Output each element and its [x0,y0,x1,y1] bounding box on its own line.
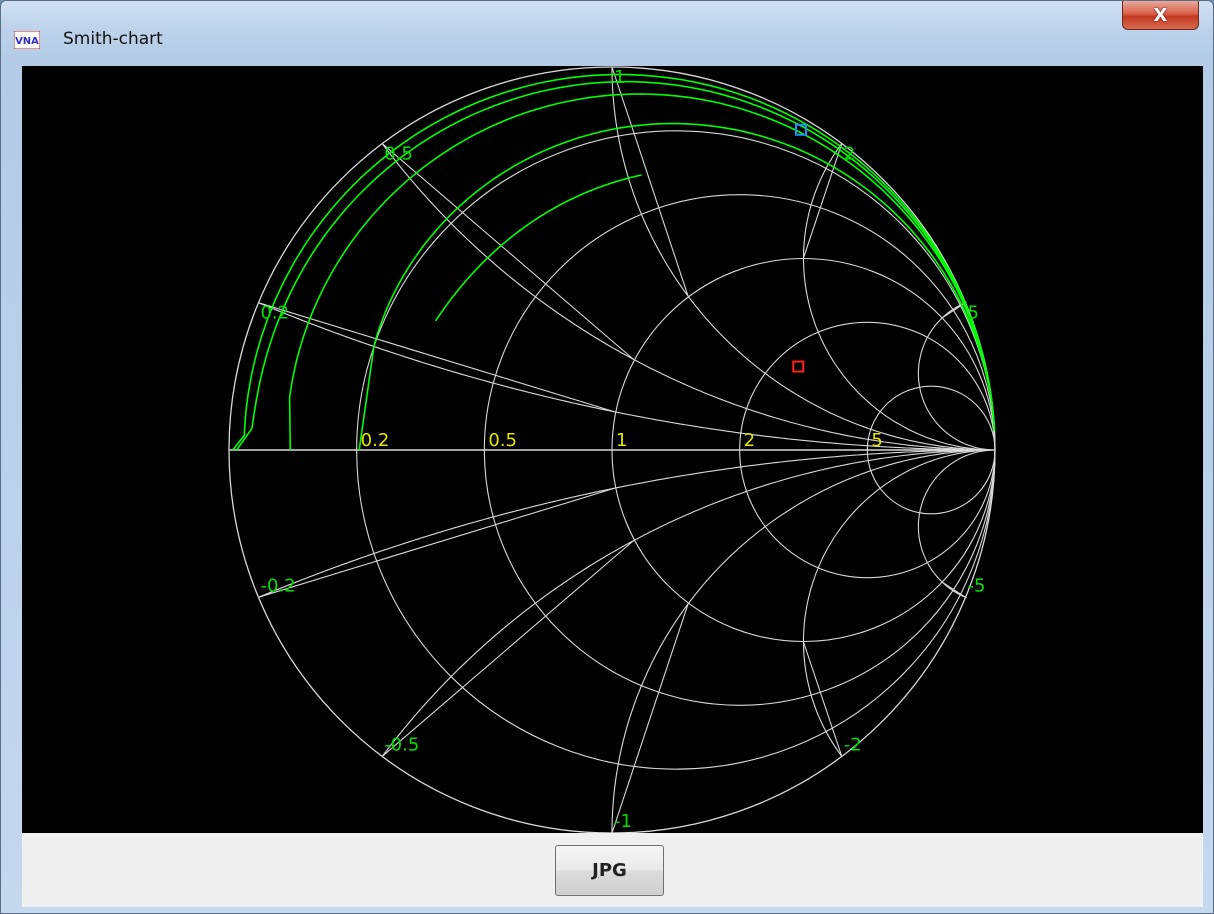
client-area: 0.2 0.5 1 2 5 1 0.5 2 0.2 5 -0.2 -0.5 -1 -2 -5 J PG [22,66,1203,907]
reactance-arc [611,66,994,451]
resistance-label: 1 [616,430,627,451]
reactance-label: 5 [968,303,979,324]
resistance-label: 0.2 [361,430,390,451]
reactance-arc [258,449,994,598]
app-icon-text: VNA [15,36,39,47]
title-bar[interactable]: VNA Smith-chart X [1,1,1213,49]
reactance-label: -1 [614,811,632,832]
measurement-trace [232,73,996,451]
reactance-label: 0.2 [260,303,289,324]
vna-logo-icon: VNA [14,31,40,49]
reactance-arc [802,449,994,757]
reactance-arc [258,302,994,451]
reactance-arc [917,449,994,598]
jpg-button-rest: PG [598,860,627,881]
close-button[interactable]: X [1122,1,1199,30]
marker-red [792,360,805,373]
resistance-label: 2 [744,430,755,451]
reactance-arc [917,302,994,451]
measurement-trace [434,174,642,322]
reactance-label: 2 [844,144,855,165]
reactance-arc [381,143,994,451]
reactance-label: 0.5 [384,144,413,165]
resistance-label: 0.5 [488,430,517,451]
jpg-button[interactable]: J PG [555,845,664,896]
close-icon: X [1153,4,1168,26]
reactance-arc [802,143,994,451]
resistance-label: 5 [871,430,882,451]
reactance-label: 1 [614,67,625,88]
reactance-label: -0.5 [384,734,419,755]
smith-chart-panel: 0.2 0.5 1 2 5 1 0.5 2 0.2 5 -0.2 -0.5 -1 -2 -5 [22,66,1203,834]
marker-blue [795,123,808,136]
reactance-label: -5 [968,575,986,596]
reactance-label: -0.2 [260,575,295,596]
button-bar: J PG [22,833,1203,907]
reactance-label: -2 [844,734,862,755]
jpg-button-mnemonic: J [592,860,599,881]
reactance-arc [381,449,994,757]
measurement-trace [358,122,996,451]
smith-chart: 0.2 0.5 1 2 5 1 0.5 2 0.2 5 -0.2 -0.5 -1 -2 -5 [228,66,996,834]
window-title: Smith-chart [63,29,163,49]
